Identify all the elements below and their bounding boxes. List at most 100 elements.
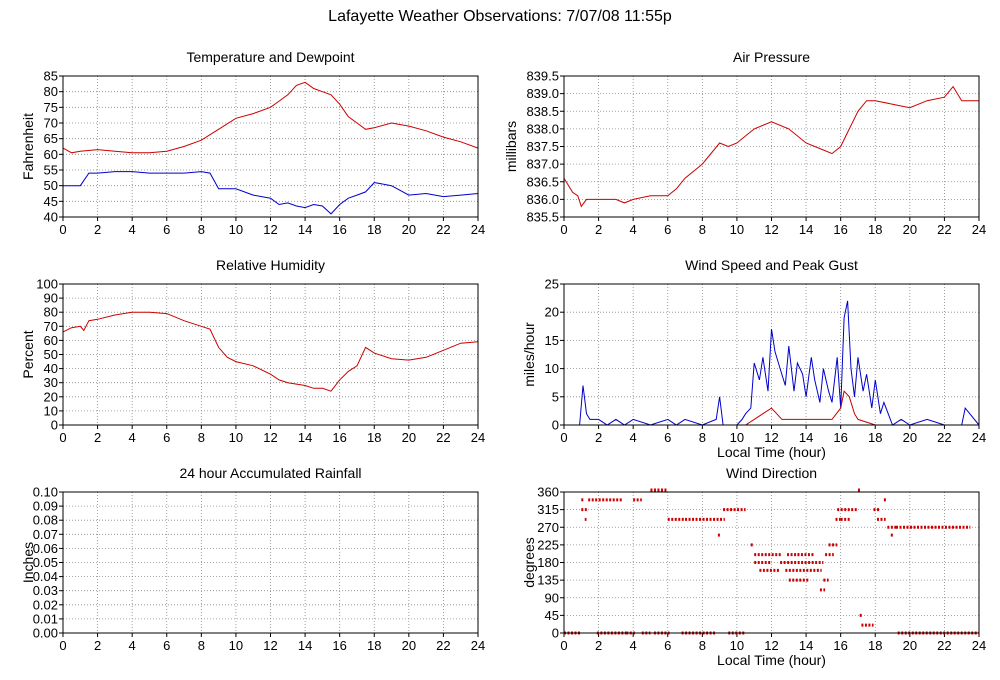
x-tick-label: 12 <box>263 222 277 237</box>
y-axis-label: Inches <box>20 542 36 583</box>
x-tick-label: 14 <box>799 638 813 653</box>
x-tick-label: 14 <box>298 222 312 237</box>
plot-frame <box>563 491 980 634</box>
x-tick-label: 8 <box>198 222 205 237</box>
x-tick-label: 24 <box>471 638 485 653</box>
y-axis-label: Percent <box>20 330 36 378</box>
y-tick-label: 837.0 <box>526 157 559 172</box>
y-tick-label: 0 <box>552 418 559 433</box>
series-line-2 <box>564 390 979 426</box>
x-tick-label: 10 <box>229 222 243 237</box>
y-tick-label: 45 <box>44 194 58 209</box>
x-tick-label: 18 <box>868 222 882 237</box>
x-tick-label: 24 <box>972 430 986 445</box>
y-tick-label: 65 <box>44 131 58 146</box>
y-tick-label: 55 <box>44 163 58 178</box>
y-tick-label: 50 <box>44 347 58 362</box>
y-tick-label: 836.0 <box>526 192 559 207</box>
y-tick-label: 15 <box>545 333 559 348</box>
x-tick-label: 20 <box>402 222 416 237</box>
x-tick-label: 22 <box>937 638 951 653</box>
x-tick-label: 22 <box>436 430 450 445</box>
y-tick-label: 270 <box>537 520 559 535</box>
x-axis-label: Local Time (hour) <box>717 444 826 460</box>
x-tick-label: 12 <box>263 638 277 653</box>
x-tick-label: 22 <box>436 638 450 653</box>
x-tick-label: 16 <box>332 430 346 445</box>
y-tick-label: 180 <box>537 555 559 570</box>
x-tick-label: 16 <box>833 430 847 445</box>
x-tick-label: 16 <box>833 638 847 653</box>
x-tick-label: 0 <box>59 638 66 653</box>
chart-title: 24 hour Accumulated Rainfall <box>179 465 361 481</box>
x-tick-label: 12 <box>764 222 778 237</box>
y-tick-label: 0.04 <box>33 569 58 584</box>
x-tick-label: 8 <box>699 430 706 445</box>
y-tick-label: 30 <box>44 375 58 390</box>
y-tick-label: 0.10 <box>33 485 58 500</box>
x-tick-label: 12 <box>764 430 778 445</box>
series-line-1 <box>563 85 979 208</box>
chart-title: Relative Humidity <box>216 257 325 273</box>
y-tick-label: 100 <box>36 277 58 292</box>
y-tick-label: 838.0 <box>526 121 559 136</box>
x-tick-label: 24 <box>471 222 485 237</box>
x-tick-label: 10 <box>229 638 243 653</box>
chart-title: Temperature and Dewpoint <box>186 49 354 65</box>
x-tick-label: 6 <box>163 638 170 653</box>
x-tick-label: 14 <box>799 430 813 445</box>
x-tick-label: 2 <box>94 222 101 237</box>
x-tick-label: 22 <box>937 222 951 237</box>
y-tick-label: 839.0 <box>526 86 559 101</box>
chart-title: Wind Speed and Peak Gust <box>685 257 858 273</box>
page-title: Lafayette Weather Observations: 7/07/08 … <box>328 8 672 25</box>
x-tick-label: 4 <box>129 638 136 653</box>
x-tick-label: 6 <box>664 638 671 653</box>
x-tick-label: 12 <box>764 638 778 653</box>
x-tick-label: 8 <box>198 430 205 445</box>
x-tick-label: 6 <box>163 430 170 445</box>
chart-title: Air Pressure <box>733 49 810 65</box>
y-axis-label: millibars <box>503 121 519 172</box>
x-tick-label: 10 <box>229 430 243 445</box>
x-tick-label: 18 <box>868 638 882 653</box>
y-tick-label: 40 <box>44 361 58 376</box>
x-tick-label: 2 <box>94 430 101 445</box>
y-tick-label: 20 <box>545 305 559 320</box>
x-tick-label: 20 <box>402 638 416 653</box>
plot-frame <box>563 75 980 218</box>
y-axis-label: Fahrenheit <box>20 113 36 180</box>
x-tick-label: 18 <box>367 430 381 445</box>
x-tick-label: 6 <box>664 222 671 237</box>
plot-frame <box>62 75 479 218</box>
x-tick-label: 10 <box>730 430 744 445</box>
chart-title: Wind Direction <box>726 465 817 481</box>
x-tick-label: 22 <box>436 222 450 237</box>
x-tick-label: 8 <box>699 222 706 237</box>
x-tick-label: 4 <box>630 222 637 237</box>
x-tick-label: 16 <box>833 222 847 237</box>
x-tick-label: 22 <box>937 430 951 445</box>
x-tick-label: 4 <box>129 222 136 237</box>
x-tick-label: 24 <box>471 430 485 445</box>
y-tick-label: 135 <box>537 573 559 588</box>
x-tick-label: 2 <box>595 638 602 653</box>
x-tick-label: 14 <box>799 222 813 237</box>
y-tick-label: 50 <box>44 178 58 193</box>
y-tick-label: 85 <box>44 69 58 84</box>
y-tick-label: 45 <box>545 608 559 623</box>
y-tick-label: 5 <box>552 389 559 404</box>
x-tick-label: 20 <box>903 638 917 653</box>
x-tick-label: 4 <box>630 638 637 653</box>
x-tick-label: 24 <box>972 222 986 237</box>
series-line-1 <box>62 311 479 392</box>
x-tick-label: 10 <box>730 222 744 237</box>
y-tick-label: 25 <box>545 277 559 292</box>
x-tick-label: 20 <box>402 430 416 445</box>
y-tick-label: 90 <box>44 291 58 306</box>
y-tick-label: 0.08 <box>33 513 58 528</box>
